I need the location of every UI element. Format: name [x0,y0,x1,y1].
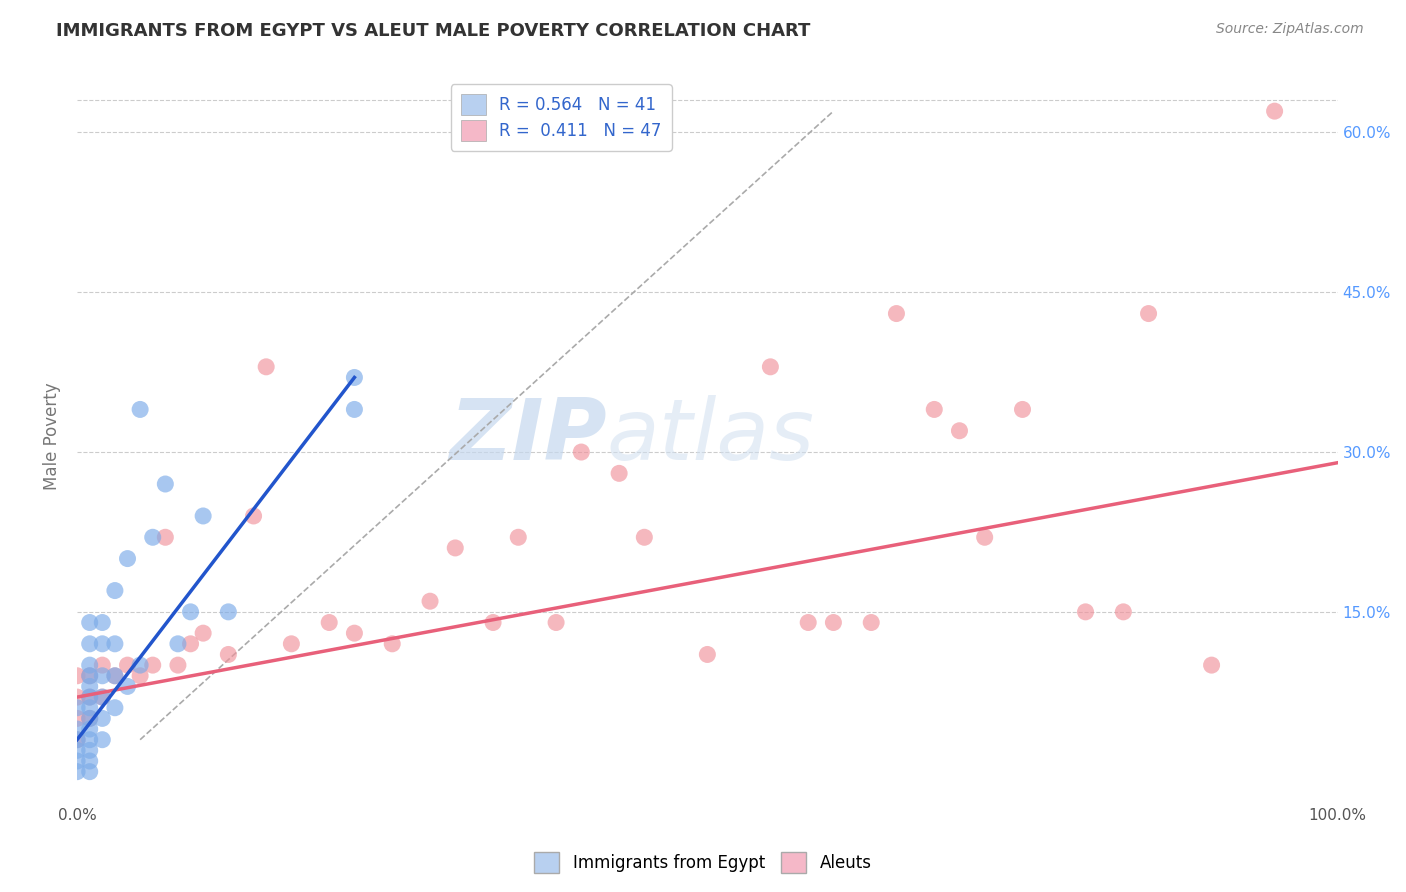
Point [79,669,101,683]
Point [1112,605,1135,619]
Point [948,424,970,438]
Point [823,615,845,630]
Point [79,711,101,725]
Point [180,605,202,619]
Point [66,764,89,779]
Point [419,594,441,608]
Point [91,615,114,630]
Point [104,700,127,714]
Point [79,690,101,704]
Point [886,307,908,321]
Point [79,754,101,768]
Text: ZIP: ZIP [449,394,606,477]
Point [318,615,340,630]
Point [91,690,114,704]
Text: atlas: atlas [606,394,814,477]
Point [66,732,89,747]
Point [343,626,366,640]
Point [79,711,101,725]
Point [922,402,945,417]
Point [66,732,89,747]
Point [79,722,101,736]
Point [104,637,127,651]
Legend: R = 0.564   N = 41, R =  0.411   N = 47: R = 0.564 N = 41, R = 0.411 N = 47 [451,84,672,151]
Point [129,402,152,417]
Point [79,700,101,714]
Point [1264,104,1286,119]
Point [91,711,114,725]
Point [66,669,89,683]
Point [343,370,366,384]
Point [66,690,89,704]
Point [180,637,202,651]
Point [91,637,114,651]
Point [1137,307,1160,321]
Point [444,541,467,555]
Text: IMMIGRANTS FROM EGYPT VS ALEUT MALE POVERTY CORRELATION CHART: IMMIGRANTS FROM EGYPT VS ALEUT MALE POVE… [56,22,811,40]
Point [254,359,277,374]
Point [129,669,152,683]
Point [191,626,214,640]
Text: Source: ZipAtlas.com: Source: ZipAtlas.com [1216,22,1364,37]
Point [191,508,214,523]
Point [1074,605,1097,619]
Point [79,669,101,683]
Point [66,711,89,725]
Point [104,669,127,683]
Point [1201,658,1223,673]
Point [104,669,127,683]
Point [569,445,592,459]
Point [508,530,530,544]
Point [91,690,114,704]
Point [79,615,101,630]
Point [381,637,404,651]
Point [79,680,101,694]
Point [607,467,630,481]
Point [142,530,165,544]
Y-axis label: Male Poverty: Male Poverty [44,383,60,490]
Point [66,743,89,757]
Point [482,615,505,630]
Point [860,615,883,630]
Point [79,658,101,673]
Point [696,648,718,662]
Legend: Immigrants from Egypt, Aleuts: Immigrants from Egypt, Aleuts [527,846,879,880]
Point [242,508,264,523]
Point [79,732,101,747]
Point [343,402,366,417]
Point [66,722,89,736]
Point [79,743,101,757]
Point [91,732,114,747]
Point [973,530,995,544]
Point [217,648,239,662]
Point [129,658,152,673]
Point [167,637,190,651]
Point [91,658,114,673]
Point [155,530,177,544]
Point [79,690,101,704]
Point [217,605,239,619]
Point [1011,402,1033,417]
Point [117,680,139,694]
Point [117,658,139,673]
Point [797,615,820,630]
Point [633,530,655,544]
Point [66,700,89,714]
Point [91,669,114,683]
Point [79,637,101,651]
Point [142,658,165,673]
Point [79,764,101,779]
Point [546,615,568,630]
Point [167,658,190,673]
Point [104,583,127,598]
Point [117,551,139,566]
Point [759,359,782,374]
Point [66,754,89,768]
Point [155,477,177,491]
Point [280,637,302,651]
